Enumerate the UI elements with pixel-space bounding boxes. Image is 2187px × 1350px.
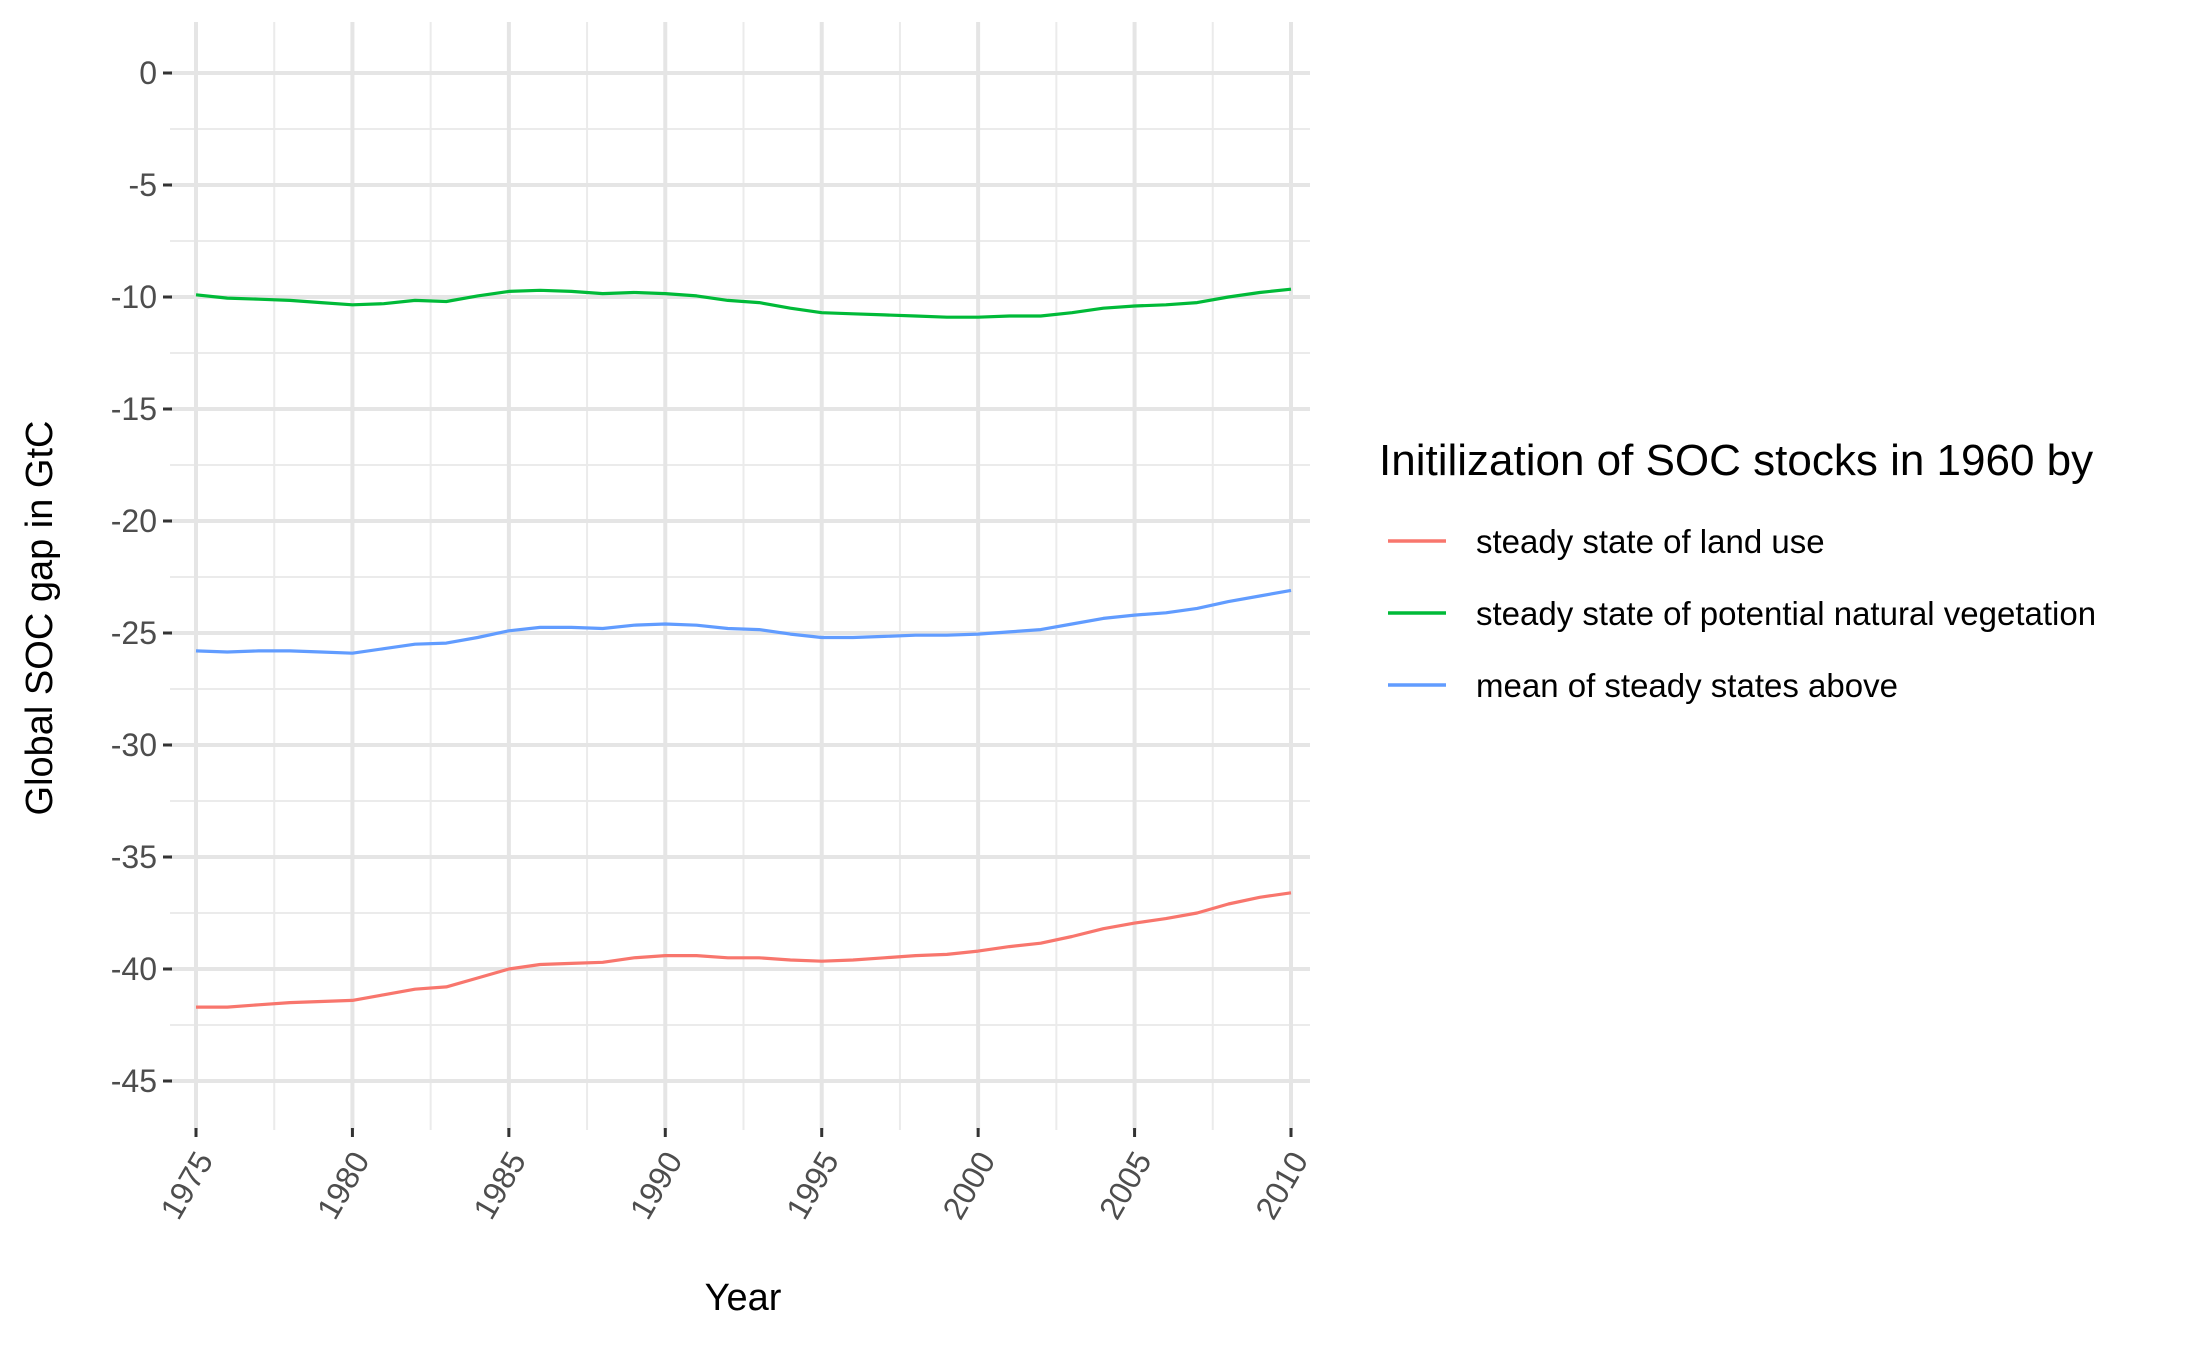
legend-label-3: mean of steady states above: [1476, 667, 1898, 704]
series-line-1: [196, 891, 1292, 1009]
y-tick-label: -5: [129, 167, 157, 203]
y-axis-tick-labels: 0 -5 -10 -15 -20 -25 -30 -35 -40 -45: [111, 55, 157, 1099]
y-tick-label: -20: [111, 503, 157, 539]
series-line-2: [195, 287, 1292, 319]
y-tick-label: -30: [111, 727, 157, 763]
y-tick-label: -45: [111, 1063, 157, 1099]
legend-label-2: steady state of potential natural vegeta…: [1476, 595, 2096, 632]
x-tick-label: 1980: [310, 1146, 377, 1226]
x-tick-label: 1990: [623, 1146, 690, 1226]
legend-items: steady state of land use steady state of …: [1388, 523, 2096, 704]
y-tick-label: 0: [139, 55, 157, 91]
series-lines: [195, 287, 1292, 1009]
x-tick-label: 2005: [1092, 1146, 1159, 1226]
x-tick-label: 2010: [1248, 1146, 1315, 1226]
y-tick-label: -25: [111, 615, 157, 651]
x-axis-tick-labels: 1975 1980 1985 1990 1995 2000 2005 2010: [153, 1146, 1315, 1226]
x-axis-title: Year: [705, 1277, 782, 1319]
x-tick-label: 1985: [466, 1146, 533, 1226]
y-tick-label: -35: [111, 839, 157, 875]
y-tick-label: -40: [111, 951, 157, 987]
legend-label-1: steady state of land use: [1476, 523, 1825, 560]
major-gridlines: [170, 22, 1310, 1130]
axis-ticks: [163, 71, 1293, 1137]
y-axis-title: Global SOC gap in GtC: [19, 421, 61, 816]
x-tick-label: 2000: [935, 1146, 1002, 1226]
series-line-3: [195, 588, 1292, 655]
y-tick-label: -10: [111, 279, 157, 315]
minor-gridlines: [170, 22, 1310, 1130]
x-tick-label: 1995: [779, 1146, 846, 1226]
y-tick-label: -15: [111, 391, 157, 427]
legend-title: Initilization of SOC stocks in 1960 by: [1379, 436, 2093, 485]
x-tick-label: 1975: [153, 1146, 220, 1226]
legend: Initilization of SOC stocks in 1960 by s…: [1379, 436, 2096, 704]
